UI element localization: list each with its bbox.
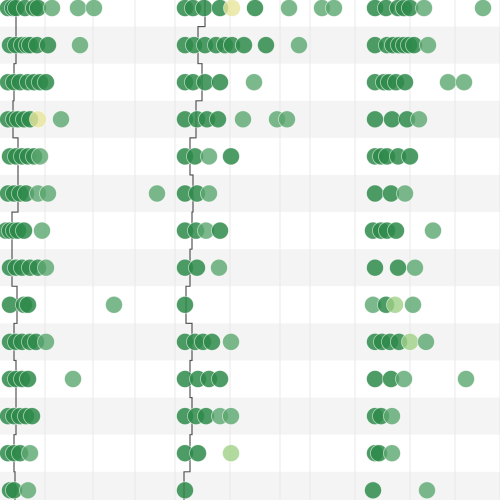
data-point — [401, 332, 419, 351]
data-point — [39, 184, 57, 203]
data-point — [23, 407, 41, 426]
data-point — [389, 258, 407, 277]
data-point — [383, 407, 401, 426]
data-point — [366, 184, 384, 203]
data-point — [29, 110, 47, 129]
data-point — [211, 370, 229, 388]
data-point — [410, 110, 428, 129]
data-point — [383, 444, 401, 463]
data-point — [52, 110, 70, 129]
data-point — [280, 0, 298, 17]
data-point — [417, 332, 435, 351]
data-point — [211, 73, 229, 92]
data-point — [37, 73, 55, 92]
data-point — [387, 221, 405, 240]
data-point — [223, 0, 241, 17]
data-point — [33, 221, 51, 240]
data-point — [71, 36, 89, 54]
data-point — [366, 370, 384, 388]
data-point — [415, 0, 433, 17]
data-point — [200, 184, 218, 203]
data-point — [200, 147, 218, 166]
data-point — [19, 370, 37, 388]
data-point — [234, 110, 252, 129]
data-point — [235, 36, 253, 54]
data-point — [31, 147, 49, 166]
data-point — [383, 110, 401, 129]
data-point — [278, 110, 296, 129]
data-point — [37, 332, 55, 351]
data-point — [396, 73, 414, 92]
data-point — [19, 295, 37, 314]
data-point — [105, 295, 123, 314]
data-point — [246, 0, 264, 17]
data-point — [176, 481, 194, 500]
data-point — [222, 147, 240, 166]
data-point — [39, 36, 57, 54]
data-point — [222, 332, 240, 351]
data-point — [222, 407, 240, 426]
data-point — [203, 332, 221, 351]
data-point — [188, 258, 206, 277]
data-point — [366, 110, 384, 129]
data-point — [209, 110, 227, 129]
row-band — [0, 471, 500, 500]
data-point — [257, 36, 275, 54]
data-point — [386, 295, 404, 314]
data-point — [419, 36, 437, 54]
data-point — [176, 295, 194, 314]
data-point — [457, 370, 475, 388]
data-point — [404, 295, 422, 314]
row-band — [0, 249, 500, 287]
data-point — [69, 0, 87, 17]
data-point — [43, 0, 61, 17]
data-point — [418, 481, 436, 500]
data-point — [210, 258, 228, 277]
data-point — [424, 221, 442, 240]
data-point — [325, 0, 343, 17]
data-point — [85, 0, 103, 17]
data-point — [64, 370, 82, 388]
data-point — [37, 258, 55, 277]
data-point — [195, 0, 213, 17]
data-point — [290, 36, 308, 54]
data-point — [21, 444, 39, 463]
data-point — [222, 444, 240, 463]
data-point — [439, 73, 457, 92]
data-point — [474, 0, 492, 17]
row-band — [0, 397, 500, 435]
data-point — [148, 184, 166, 203]
data-point — [395, 370, 413, 388]
row-bands — [0, 26, 500, 500]
data-point — [396, 184, 414, 203]
data-point — [211, 221, 229, 240]
data-point — [15, 221, 33, 240]
data-point — [189, 444, 207, 463]
data-point — [196, 73, 214, 92]
data-point — [406, 258, 424, 277]
data-point — [455, 73, 473, 92]
data-point — [364, 481, 382, 500]
data-point — [366, 258, 384, 277]
row-band — [0, 175, 500, 212]
data-point — [245, 73, 263, 92]
data-point — [401, 147, 419, 166]
data-point — [19, 481, 37, 500]
